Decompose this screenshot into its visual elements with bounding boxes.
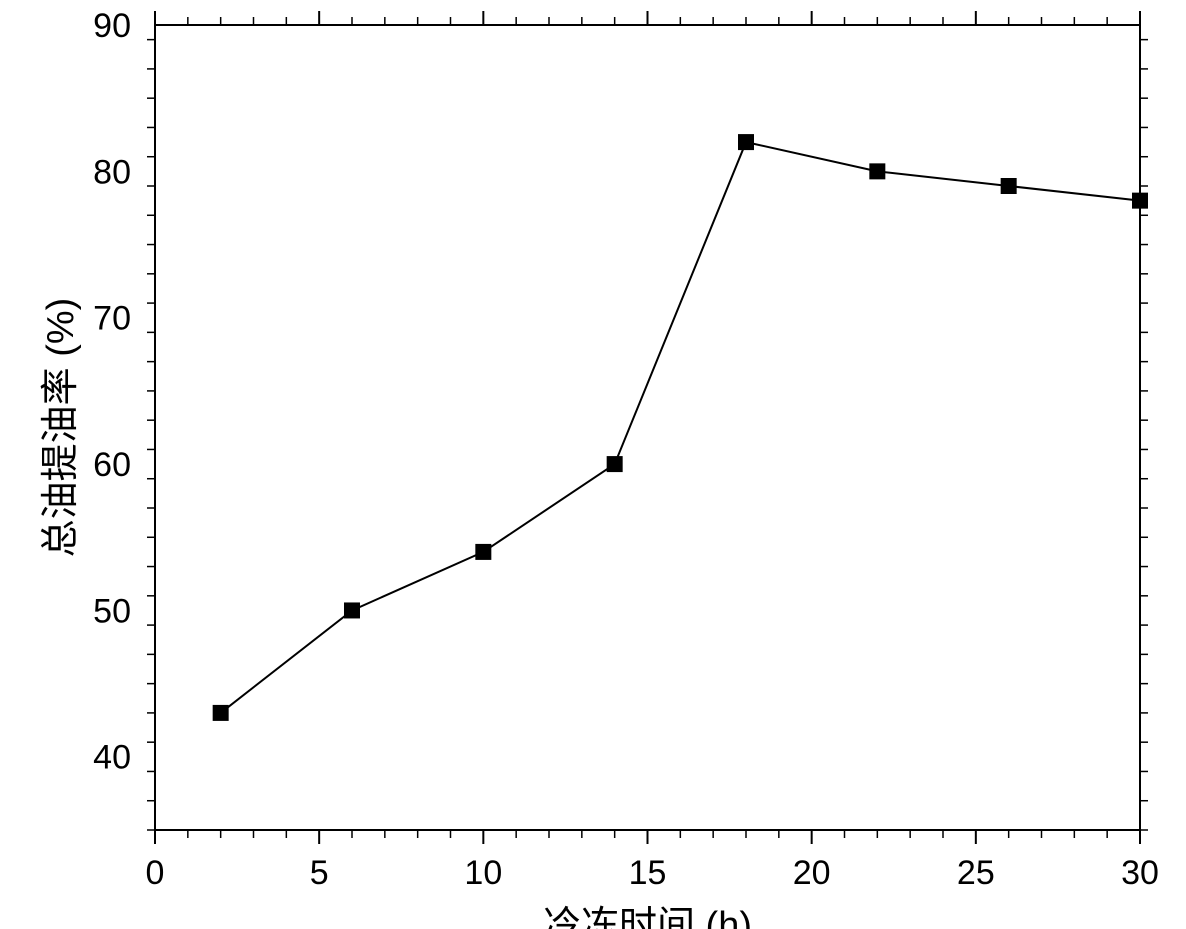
chart-container: 0 5 10 15 20 25 30 冷冻时间 (h) 40 50 60 70 80 90 总油提油率 (%… xyxy=(0,0,1186,929)
y-tick-label: 40 xyxy=(93,739,131,777)
series-line xyxy=(221,142,1140,713)
x-tick-label: 5 xyxy=(310,854,329,892)
data-point xyxy=(344,602,360,618)
x-tick-label: 20 xyxy=(793,854,831,892)
data-point xyxy=(1001,178,1017,194)
plot-frame xyxy=(155,25,1140,830)
data-point xyxy=(1132,193,1148,209)
data-point xyxy=(738,134,754,150)
y-tick-label: 80 xyxy=(93,153,131,191)
data-point xyxy=(607,456,623,472)
data-point xyxy=(213,705,229,721)
x-tick-label: 30 xyxy=(1121,854,1159,892)
x-tick-label: 0 xyxy=(146,854,165,892)
y-tick-label: 50 xyxy=(93,592,131,630)
y-tick-label: 60 xyxy=(93,446,131,484)
x-axis-label: 冷冻时间 (h) xyxy=(543,905,752,929)
data-point xyxy=(869,163,885,179)
y-axis-label: 总油提油率 (%) xyxy=(40,298,82,558)
data-point xyxy=(475,544,491,560)
x-tick-label: 25 xyxy=(957,854,995,892)
x-tick-label: 15 xyxy=(629,854,667,892)
x-tick-label: 10 xyxy=(464,854,502,892)
line-chart: 0 5 10 15 20 25 30 冷冻时间 (h) 40 50 60 70 80 90 总油提油率 (%… xyxy=(0,0,1186,929)
y-tick-label: 70 xyxy=(93,300,131,338)
y-tick-label: 90 xyxy=(93,7,131,45)
